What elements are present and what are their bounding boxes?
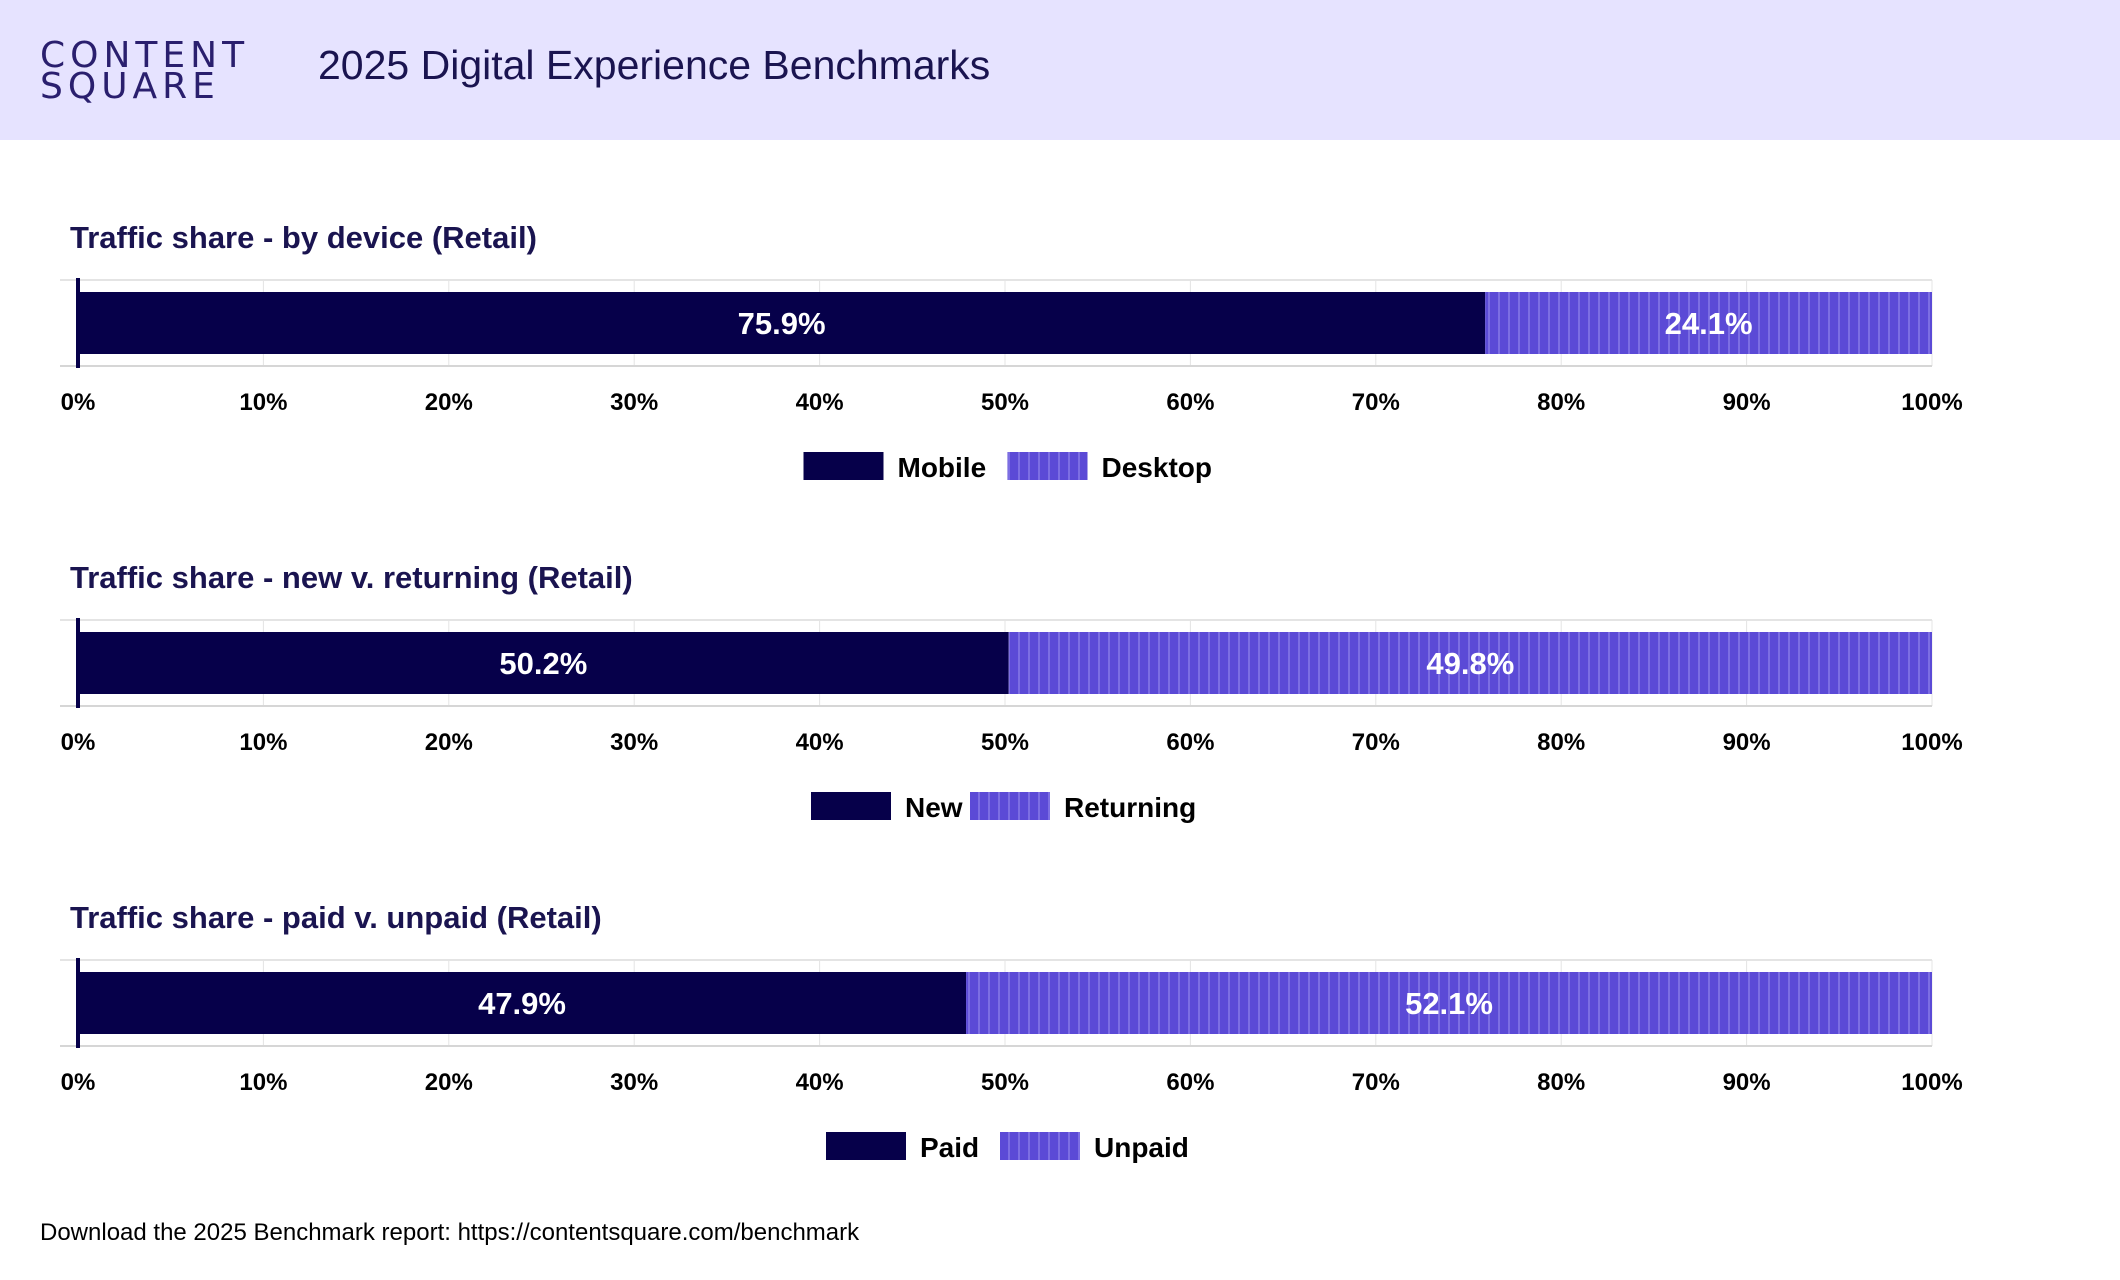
bar-unpaid <box>966 972 1932 1034</box>
legend-label-returning: Returning <box>1064 792 1196 823</box>
x-tick-label: 0% <box>61 729 96 756</box>
legend-swatch-desktop <box>1007 452 1088 480</box>
x-tick-label: 90% <box>1723 729 1771 756</box>
bar-desktop <box>1485 292 1932 354</box>
chart-paid-unpaid: 47.9% 52.1% 0% 10% 20% 30% 40% 50% 60% 70% 80% 90% 1… <box>60 958 1963 1163</box>
bar-new <box>78 632 1009 694</box>
x-tick-label: 50% <box>981 389 1029 416</box>
legend-swatch-returning <box>970 792 1050 820</box>
x-tick-label: 50% <box>981 1069 1029 1096</box>
header-banner: CONTENT SQUARE 2025 Digital Experience B… <box>0 0 2120 140</box>
data-label-mobile: 75.9% <box>738 306 826 341</box>
x-tick-label: 10% <box>239 389 287 416</box>
bar-mobile <box>78 292 1486 354</box>
x-tick-label: 100% <box>1901 389 1962 416</box>
legend-label-paid: Paid <box>920 1132 979 1163</box>
x-tick-label: 70% <box>1352 1069 1400 1096</box>
legend-label-desktop: Desktop <box>1102 452 1212 483</box>
x-tick-label: 10% <box>239 1069 287 1096</box>
x-tick-label: 90% <box>1723 389 1771 416</box>
x-tick-label: 30% <box>610 1069 658 1096</box>
chart-new-returning: 50.2% 49.8% 0% 10% 20% 30% 40% 50% 60% 70% 80% 90% 1… <box>60 618 1963 823</box>
data-label-unpaid: 52.1% <box>1405 986 1493 1021</box>
legend-swatch-unpaid <box>1000 1132 1080 1160</box>
x-tick-label: 0% <box>61 1069 96 1096</box>
x-tick-label: 100% <box>1901 729 1962 756</box>
x-tick-label: 20% <box>425 729 473 756</box>
x-tick-label: 0% <box>61 389 96 416</box>
legend-label-unpaid: Unpaid <box>1094 1132 1189 1163</box>
x-tick-label: 70% <box>1352 729 1400 756</box>
x-tick-label: 10% <box>239 729 287 756</box>
contentsquare-logo: CONTENT SQUARE <box>40 35 250 107</box>
footer-link-text: Download the 2025 Benchmark report: http… <box>40 1219 860 1246</box>
logo-line-1: CONTENT <box>40 35 250 76</box>
x-tick-label: 80% <box>1537 1069 1585 1096</box>
legend-swatch-new <box>811 792 891 820</box>
page-title: 2025 Digital Experience Benchmarks <box>318 42 991 88</box>
x-tick-label: 60% <box>1166 389 1214 416</box>
chart-title-paid-unpaid: Traffic share - paid v. unpaid (Retail) <box>70 900 602 935</box>
x-tick-label: 40% <box>796 389 844 416</box>
chart-title-new-returning: Traffic share - new v. returning (Retail… <box>70 560 633 595</box>
logo-line-2: SQUARE <box>40 66 220 107</box>
x-tick-label: 80% <box>1537 729 1585 756</box>
legend-swatch-mobile <box>803 452 884 480</box>
x-tick-label: 40% <box>796 729 844 756</box>
x-tick-label: 30% <box>610 389 658 416</box>
data-label-paid: 47.9% <box>478 986 566 1021</box>
bar-paid <box>78 972 967 1034</box>
x-tick-label: 30% <box>610 729 658 756</box>
x-tick-label: 60% <box>1166 1069 1214 1096</box>
x-tick-label: 100% <box>1901 1069 1962 1096</box>
x-tick-label: 20% <box>425 389 473 416</box>
legend-label-new: New <box>905 792 963 823</box>
x-tick-label: 50% <box>981 729 1029 756</box>
legend-swatch-paid <box>826 1132 906 1160</box>
bar-returning <box>1008 632 1932 694</box>
data-label-desktop: 24.1% <box>1665 306 1753 341</box>
x-tick-label: 20% <box>425 1069 473 1096</box>
chart-title-device: Traffic share - by device (Retail) <box>70 220 537 255</box>
x-tick-label: 70% <box>1352 389 1400 416</box>
data-label-returning: 49.8% <box>1426 646 1514 681</box>
data-label-new: 50.2% <box>499 646 587 681</box>
x-tick-label: 80% <box>1537 389 1585 416</box>
chart-device: 75.9% 24.1% 0% 10% 20% 30% 40% 50% 60% 70% 80% 90% 1… <box>60 278 1963 483</box>
legend-label-mobile: Mobile <box>898 452 987 483</box>
x-tick-label: 60% <box>1166 729 1214 756</box>
x-tick-label: 90% <box>1723 1069 1771 1096</box>
x-tick-label: 40% <box>796 1069 844 1096</box>
